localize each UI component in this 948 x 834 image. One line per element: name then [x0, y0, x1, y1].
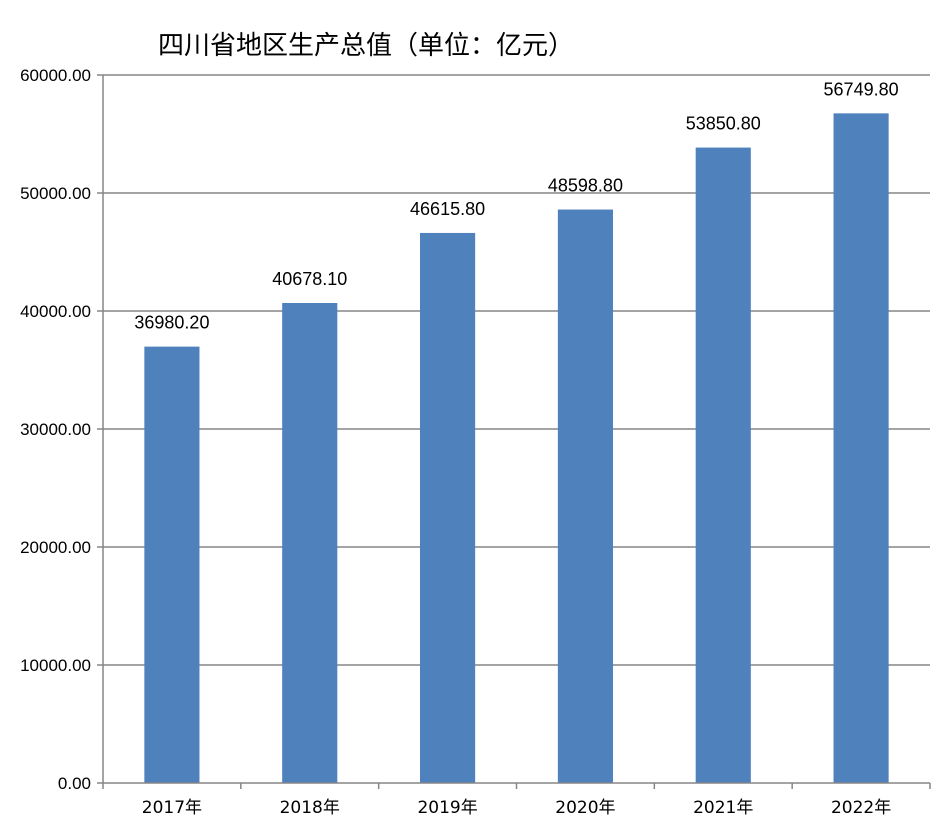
bar [144, 346, 200, 783]
bar [833, 113, 889, 784]
y-tick-label: 10000.00 [20, 656, 91, 675]
y-tick-label: 30000.00 [20, 420, 91, 439]
axes [97, 74, 931, 789]
x-tick-label: 2018年 [280, 798, 340, 818]
bar [695, 147, 751, 784]
gridlines [103, 74, 930, 666]
bar [557, 209, 613, 783]
y-tick-label: 0.00 [58, 774, 91, 793]
data-label: 46615.80 [410, 199, 485, 219]
data-label: 53850.80 [686, 114, 761, 134]
x-tick-label: 2020年 [555, 798, 615, 818]
data-label: 56749.80 [824, 79, 899, 99]
y-tick-label: 40000.00 [20, 302, 91, 321]
bar [420, 232, 476, 783]
y-tick-label: 50000.00 [20, 184, 91, 203]
x-tick-label: 2019年 [417, 798, 477, 818]
y-tick-label: 60000.00 [20, 66, 91, 85]
y-tick-label: 20000.00 [20, 538, 91, 557]
chart-title: 四川省地区生产总值（单位：亿元） [158, 31, 574, 61]
x-tick-label: 2021年 [693, 798, 753, 818]
bar [282, 302, 338, 783]
data-label: 48598.80 [548, 176, 623, 196]
labels: 0.00 10000.00 20000.00 30000.00 40000.00 5000… [20, 66, 899, 818]
x-tick-label: 2022年 [831, 798, 891, 818]
bars [144, 113, 889, 784]
data-label: 40678.10 [272, 269, 347, 289]
x-tick-label: 2017年 [142, 798, 202, 818]
data-label: 36980.20 [134, 313, 209, 333]
